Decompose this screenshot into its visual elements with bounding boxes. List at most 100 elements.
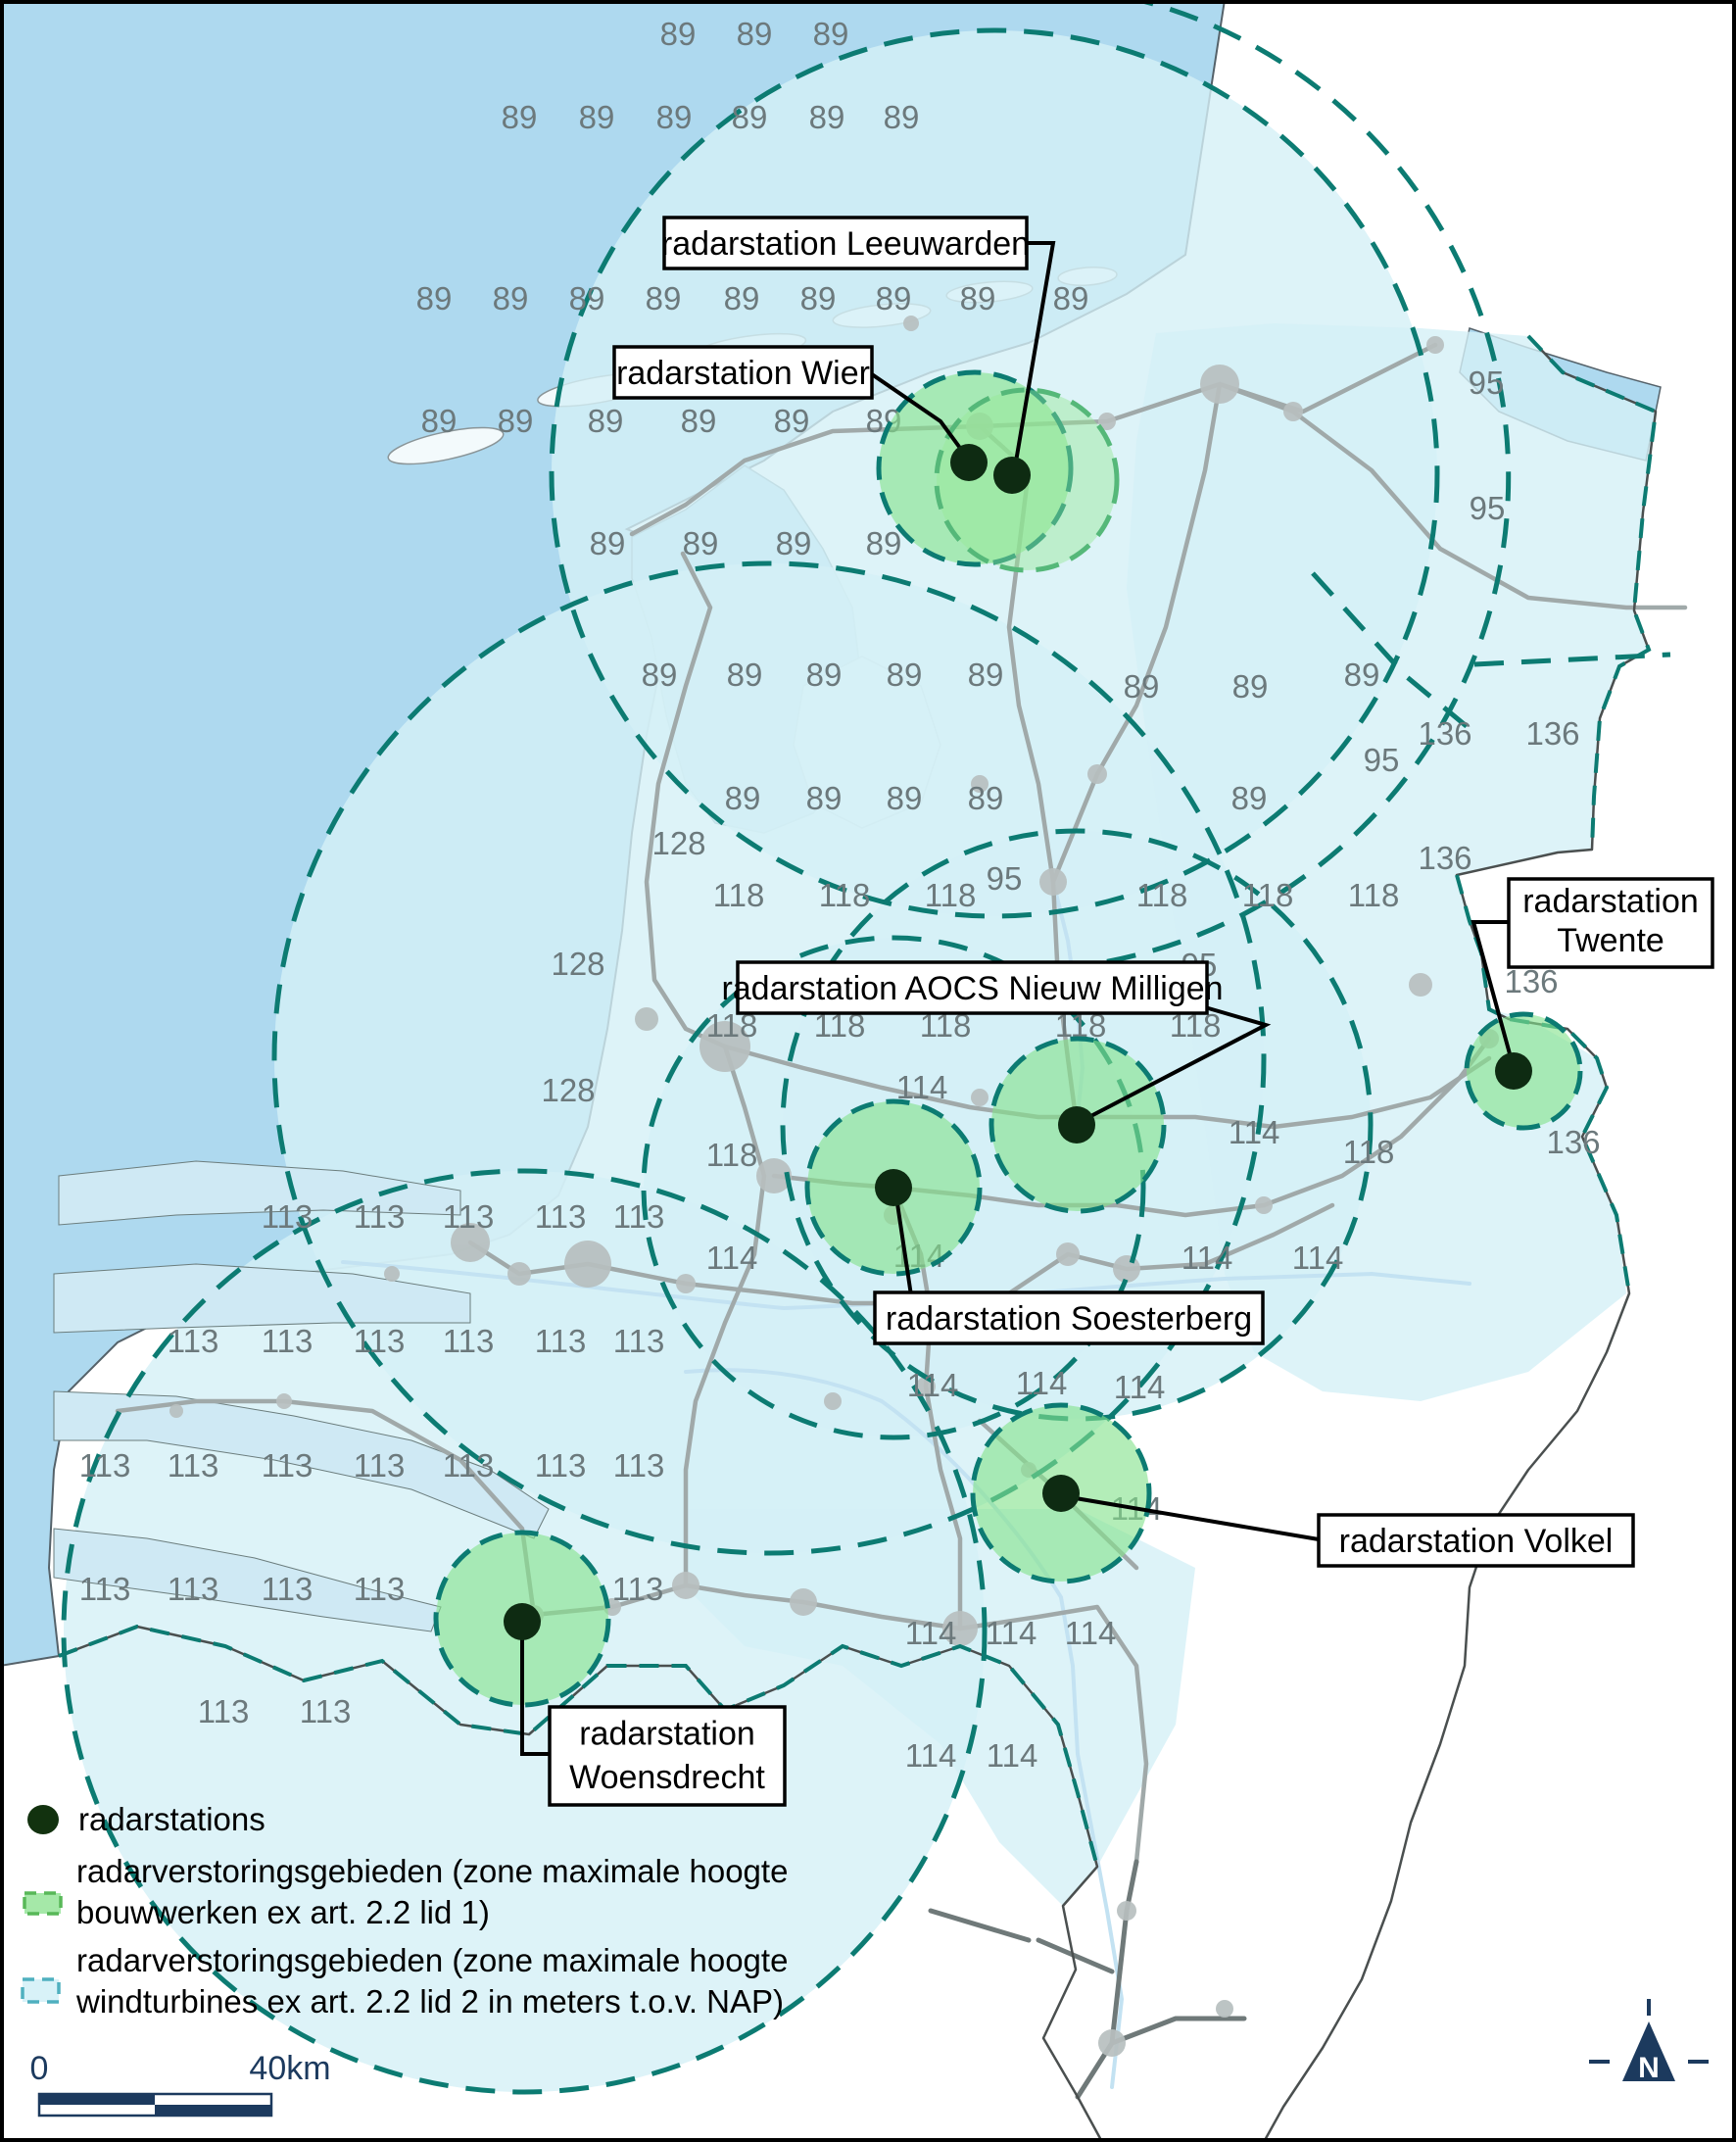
zone-height-label: 89 (727, 657, 763, 693)
zone-height-label: 89 (1344, 657, 1380, 693)
zone-height-label: 89 (493, 280, 529, 316)
zone-height-label: 113 (262, 1571, 313, 1607)
zone-height-label: 113 (354, 1571, 406, 1607)
zone-height-label: 89 (1232, 668, 1269, 705)
radar-station-dot-soesterberg (875, 1169, 912, 1206)
leader-line-volkel (1063, 1494, 1320, 1541)
leader-line-wier (870, 372, 967, 457)
zone-height-label: 89 (887, 780, 923, 816)
zone-height-label: 89 (660, 16, 697, 52)
station-label-box-wier (612, 345, 874, 400)
legend-windturbines-line2: windturbines ex art. 2.2 lid 2 in meters… (75, 1983, 784, 2020)
zone-height-label: 95 (1364, 742, 1400, 778)
zone-height-label: 89 (884, 99, 920, 135)
leader-line-woensdrecht (520, 1625, 550, 1756)
legend-windturbines-symbol (21, 1977, 61, 2004)
zone-height-label: 89 (421, 403, 458, 439)
zone-height-label: 114 (706, 1240, 758, 1276)
zone-height-label: 113 (613, 1323, 665, 1359)
zone-height-label: 89 (642, 657, 678, 693)
zone-height-label: 114 (1229, 1114, 1280, 1150)
station-label-text-volkel: radarstation Volkel (1339, 1523, 1614, 1560)
zone-height-label: 89 (800, 280, 837, 316)
zone-height-label: 113 (535, 1323, 587, 1359)
zone-height-label: 89 (588, 403, 624, 439)
zone-height-label: 136 (1504, 963, 1558, 999)
station-label-box-woensdrecht (548, 1705, 787, 1807)
station-label-text-woensdrecht: Woensdrecht (569, 1759, 765, 1796)
station-label-text-woensdrecht: radarstation (579, 1715, 755, 1752)
zone-height-label: 113 (168, 1447, 219, 1484)
north-arrow: N (1589, 1999, 1709, 2084)
zone-height-label: 114 (1065, 1615, 1117, 1651)
zone-height-label: 113 (443, 1198, 495, 1235)
zone-height-label: 114 (987, 1737, 1038, 1774)
zone-height-label: 128 (651, 825, 705, 861)
zone-height-label: 118 (925, 877, 977, 913)
zone-height-label: 89 (1053, 280, 1089, 316)
station-label-text-twente: radarstation (1522, 883, 1699, 920)
zone-height-label: 128 (551, 946, 604, 982)
zone-height-label: 89 (502, 99, 538, 135)
zone-height-label: 89 (737, 16, 773, 52)
zone-height-label: 113 (168, 1323, 219, 1359)
radar-station-dot-leeuwarden (993, 457, 1031, 494)
zone-height-label: 89 (876, 280, 912, 316)
station-label-box-aocs (736, 960, 1209, 1015)
zone-height-label: 136 (1418, 715, 1471, 752)
radar-station-dot-woensdrecht (504, 1603, 541, 1640)
zone-height-label: 118 (1343, 1134, 1395, 1170)
zone-height-label: 113 (354, 1447, 406, 1484)
leader-line-aocs (1079, 1005, 1272, 1124)
radar-station-dot-twente (1495, 1052, 1532, 1090)
zone-height-label: 89 (1124, 668, 1160, 705)
zone-height-label: 118 (1242, 877, 1294, 913)
zone-height-label: 89 (683, 525, 719, 561)
north-arrow-letter: N (1638, 2052, 1660, 2084)
leader-line-leeuwarden (1013, 241, 1056, 468)
leader-line-twente (1471, 920, 1516, 1069)
station-label-box-volkel (1317, 1513, 1635, 1568)
zone-height-label: 113 (79, 1447, 131, 1484)
zone-height-label: 114 (1292, 1240, 1344, 1276)
radar-station-dot-aocs (1058, 1106, 1095, 1144)
station-label-box-soesterberg (873, 1290, 1265, 1345)
zone-height-label: 89 (416, 280, 453, 316)
zone-height-label: 95 (987, 860, 1023, 897)
zone-height-label: 114 (1016, 1365, 1068, 1401)
zone-height-label: 113 (198, 1693, 250, 1729)
zone-height-label: 89 (968, 657, 1004, 693)
zeeland-estuaries (53, 1160, 550, 1632)
zone-height-label: 118 (1136, 877, 1188, 913)
zone-height-label: 113 (262, 1447, 313, 1484)
radar-station-dot-wier (950, 444, 988, 481)
zone-height-label: 89 (681, 403, 717, 439)
zone-height-label: 89 (725, 780, 761, 816)
station-label-box-twente (1507, 877, 1714, 969)
legend-radarstation-symbol (27, 1805, 59, 1834)
zone-height-label: 136 (1418, 840, 1471, 876)
zone-height-label: 118 (1348, 877, 1400, 913)
zone-height-label: 113 (535, 1447, 587, 1484)
zone-height-label: 114 (986, 1615, 1037, 1651)
scale-bar: 0 40km (30, 2050, 331, 2118)
legend-bouwwerken-line1: radarverstoringsgebieden (zone maximale … (76, 1853, 788, 1889)
zone-height-label: 136 (1525, 715, 1579, 752)
zone-height-label: 118 (819, 877, 871, 913)
zone-height-label: 113 (354, 1323, 406, 1359)
zone-height-label: 128 (541, 1072, 595, 1108)
zone-height-label: 89 (732, 99, 768, 135)
zone-height-label: 113 (79, 1571, 131, 1607)
zone-height-label: 89 (498, 403, 534, 439)
zone-height-label: 89 (774, 403, 810, 439)
zone-height-label: 114 (907, 1367, 959, 1403)
zone-height-label: 113 (535, 1198, 587, 1235)
zone-height-label: 89 (646, 280, 682, 316)
zone-height-label: 89 (590, 525, 626, 561)
station-label-text-aocs: radarstation AOCS Nieuw Milligen (721, 970, 1223, 1007)
zone-height-label: 113 (168, 1571, 219, 1607)
zone-height-label: 113 (612, 1571, 664, 1607)
